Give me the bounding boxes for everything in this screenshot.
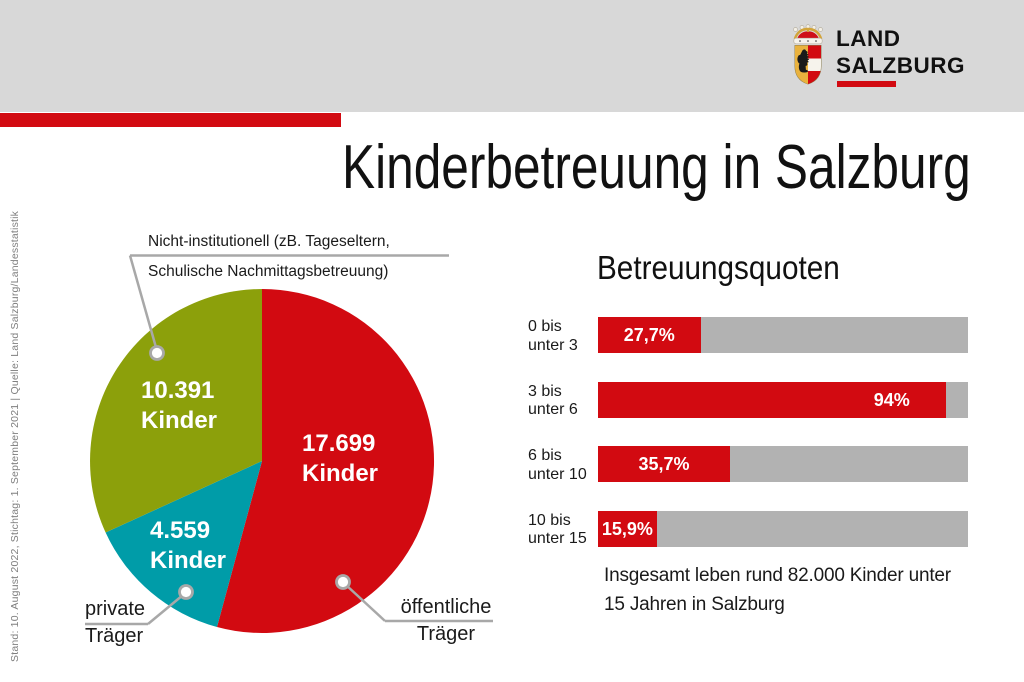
pie-unit: Kinder [150, 547, 227, 574]
bar-category-label: 6 bis unter 10 [528, 447, 587, 483]
bar-category-label: 3 bis unter 6 [528, 382, 578, 419]
callout-line [345, 584, 386, 622]
bar-fill: 27,7% [598, 317, 701, 353]
logo-line-1: LAND [836, 26, 901, 51]
callout-oeffentliche-traeger: öffentliche Träger [378, 594, 514, 648]
page-title: Kinderbetreuung in Salzburg [342, 133, 971, 202]
pie-slice [217, 289, 435, 633]
bar-value-label: 27,7% [623, 325, 675, 345]
logo-wordmark: LAND SALZBURG [836, 25, 965, 79]
pie-chart [90, 289, 435, 633]
callout-line-text: Träger [85, 625, 144, 647]
pie-value-label-teal: 4.559 Kinder [150, 516, 226, 576]
note-line: Insgesamt leben rund 82.000 Kinder unter [604, 565, 951, 586]
bar-category-label: 10 bis unter 15 [528, 511, 587, 548]
land-salzburg-logo: LAND SALZBURG [788, 22, 988, 94]
callout-private-traeger: private Träger [85, 596, 145, 650]
callout-line-text: Schulische Nachmittagsbetreuung) [148, 262, 389, 280]
callout-line-text: Träger [416, 623, 476, 645]
pie-value-label-red: 17.699 Kinder [302, 429, 378, 489]
callout-marker [149, 345, 165, 361]
callout-line [128, 255, 159, 352]
bar-track: 27,7% [598, 317, 968, 353]
callout-marker [335, 574, 351, 590]
callout-line-text: private [85, 598, 146, 620]
salzburg-coat-of-arms-icon [793, 24, 823, 85]
header-band [0, 0, 1024, 112]
bar-value-label: 15,9% [601, 518, 653, 539]
bar-fill: 15,9% [598, 510, 657, 547]
callout-line-text: Nicht-institutionell (zB. Tageseltern, [148, 233, 390, 250]
pie-value: 17.699 [302, 430, 376, 457]
note-line: 15 Jahren in Salzburg [604, 594, 785, 615]
pie-unit: Kinder [302, 460, 379, 487]
pie-value-label-green: 10.391 Kinder [141, 376, 217, 436]
bar-track: 15,9% [598, 510, 968, 547]
logo-red-underline [837, 81, 896, 87]
callout-nicht-institutionell: Nicht-institutionell (zB. Tageseltern, S… [148, 227, 390, 286]
barchart-note: Insgesamt leben rund 82.000 Kinder unter… [604, 561, 951, 619]
bar-category-label: 0 bis unter 3 [528, 318, 578, 354]
bar-track: 35,7% [598, 446, 968, 482]
pie-value: 10.391 [141, 377, 215, 404]
accent-bar [0, 113, 341, 127]
bar-fill: 35,7% [598, 446, 731, 482]
callout-lines [85, 254, 493, 626]
pie-slice [90, 289, 262, 533]
bar-value-label: 94% [873, 389, 910, 410]
bar-value-label: 35,7% [638, 454, 690, 474]
barchart-title: Betreuungsquoten [597, 249, 840, 286]
bar-fill: 94% [598, 381, 946, 418]
callout-line [147, 594, 184, 625]
pie-unit: Kinder [141, 407, 218, 434]
pie-value: 4.559 [150, 517, 211, 544]
pie-slice [105, 461, 262, 627]
logo-line-2: SALZBURG [836, 53, 965, 78]
bar-track: 94% [598, 381, 968, 418]
callout-marker [178, 584, 194, 600]
callout-line-text: öffentliche [400, 596, 492, 618]
